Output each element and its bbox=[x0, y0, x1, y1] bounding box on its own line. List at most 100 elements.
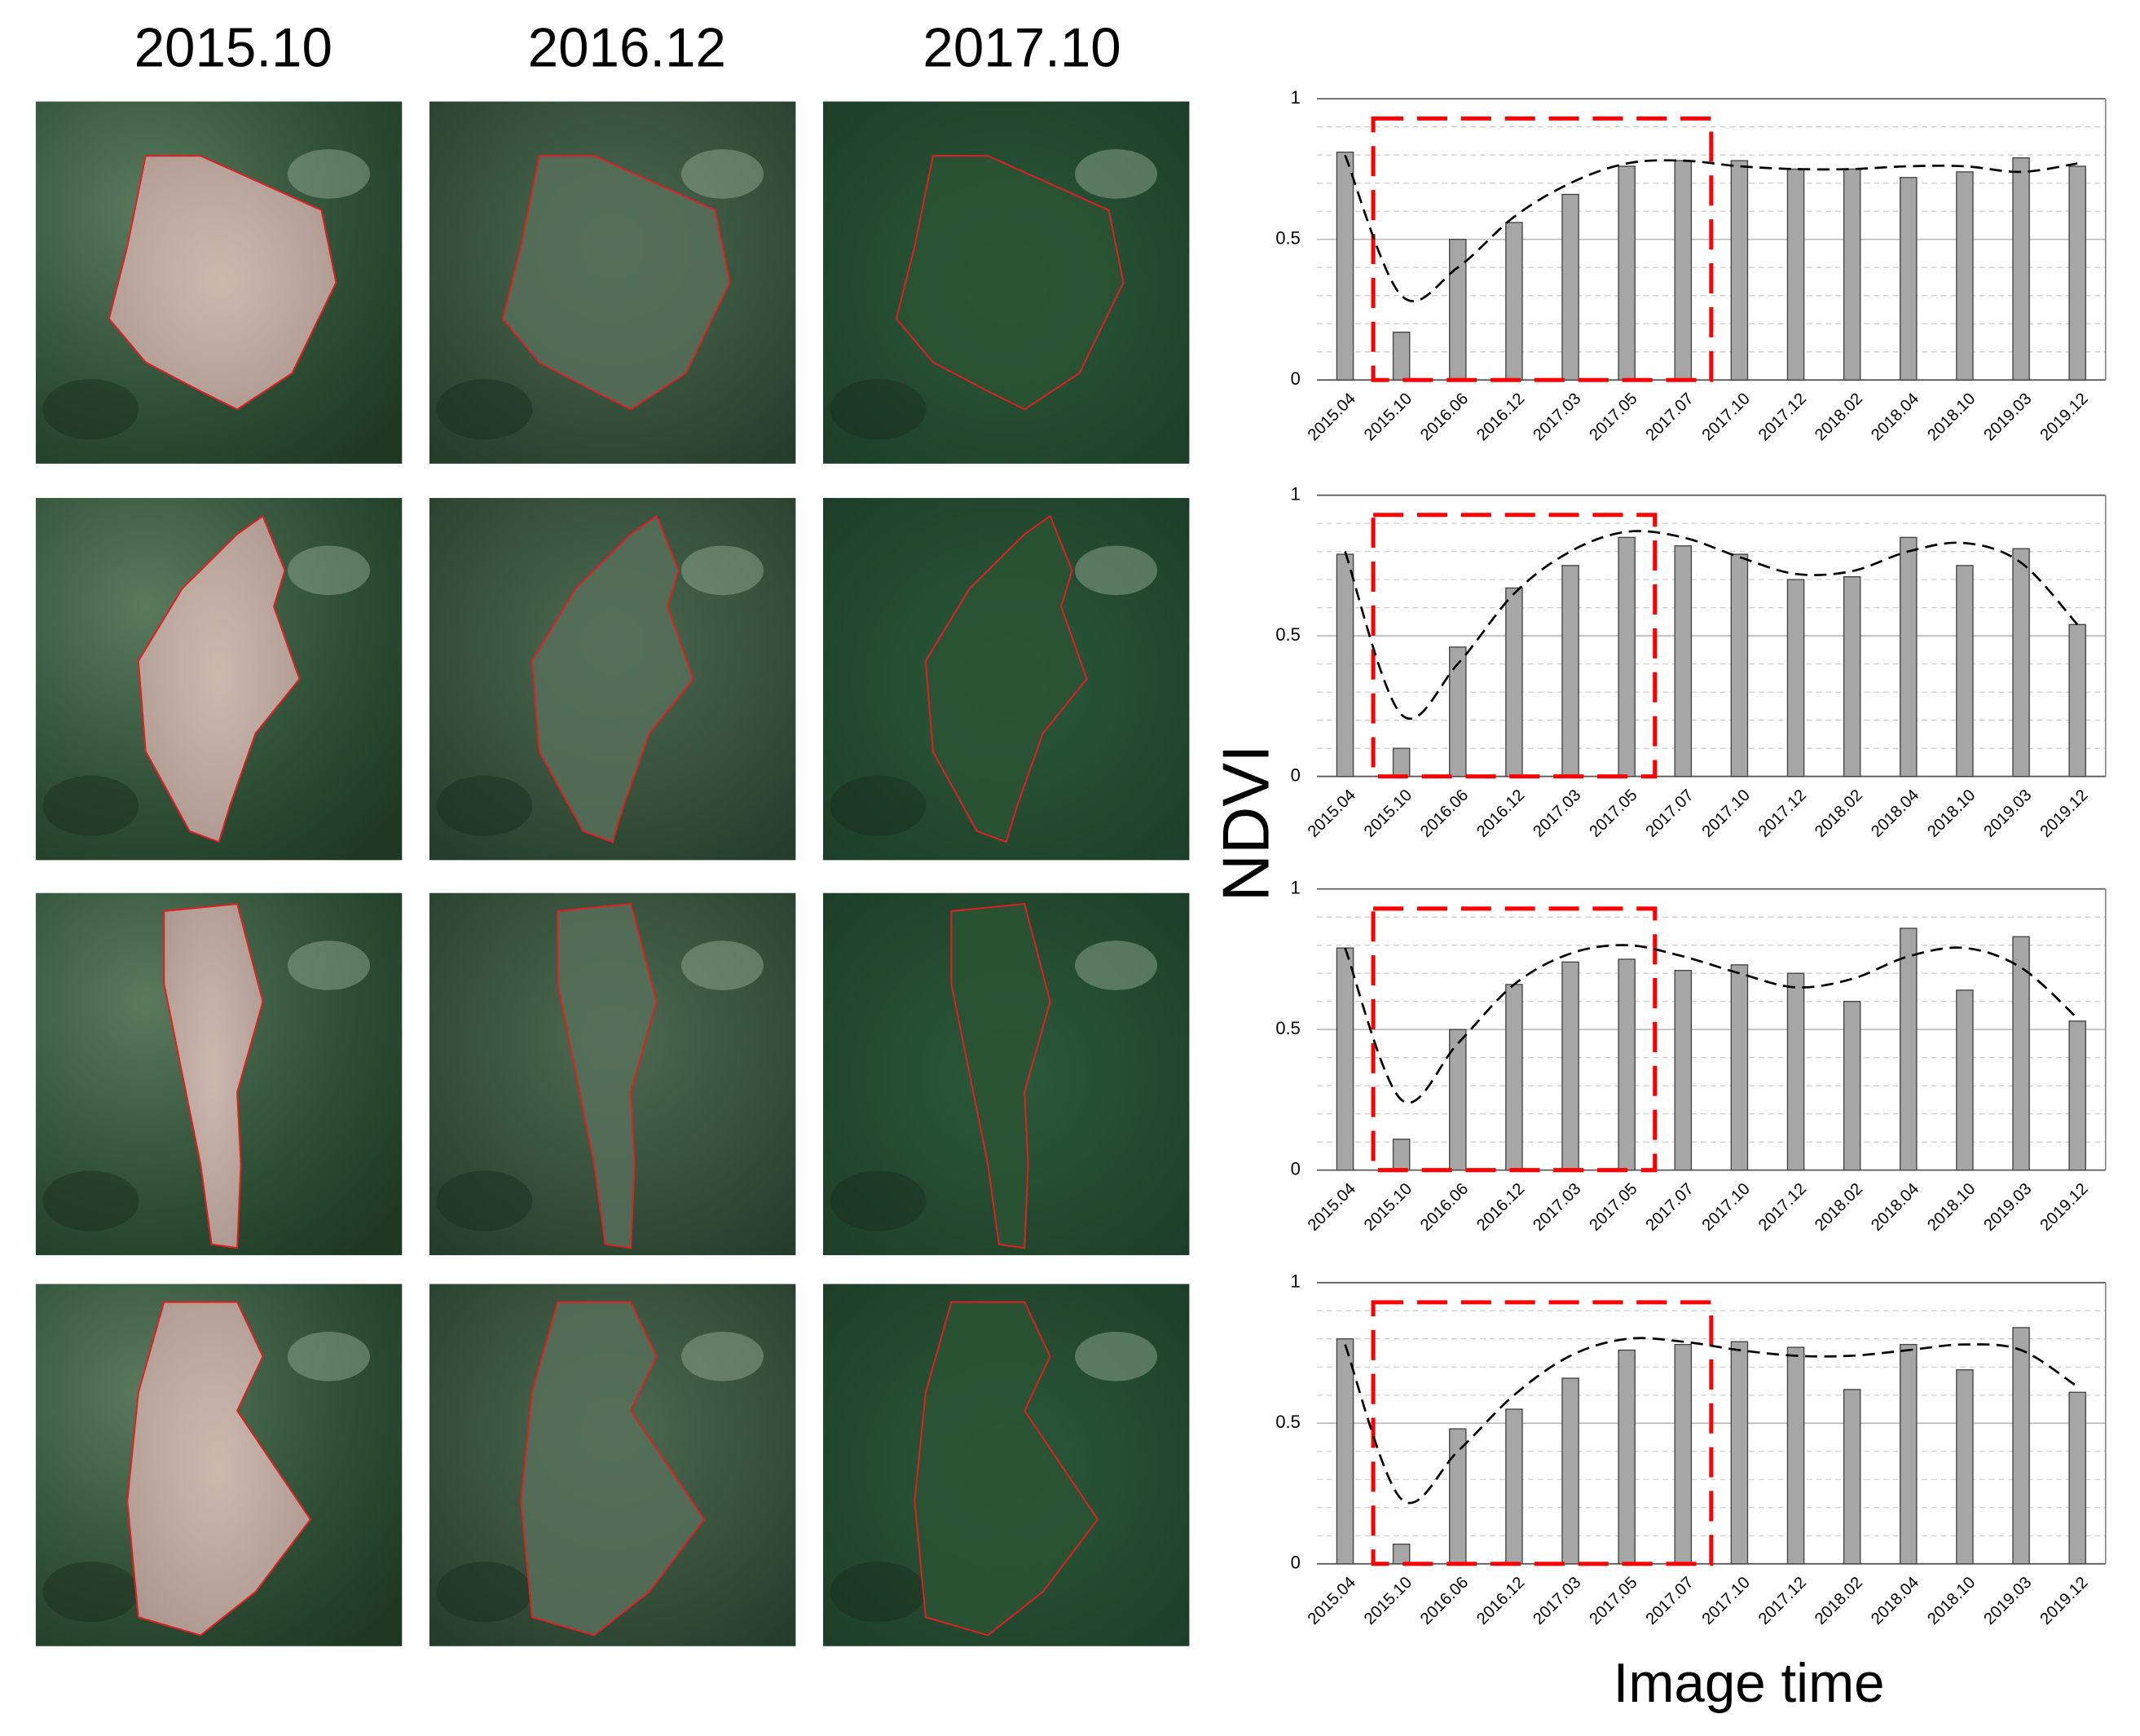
x-tick-label: 2017.12 bbox=[1755, 1574, 1810, 1628]
landslide-outline bbox=[895, 155, 1125, 411]
x-tick-label: 2017.10 bbox=[1699, 1180, 1754, 1235]
landslide-outline bbox=[520, 1301, 706, 1637]
terrain bbox=[42, 775, 139, 836]
terrain bbox=[436, 1170, 533, 1232]
landslide-area bbox=[557, 904, 657, 1249]
x-tick-label: 2019.03 bbox=[1980, 1180, 2035, 1235]
x-tick-label: 2017.10 bbox=[1699, 390, 1754, 444]
terrain bbox=[681, 1331, 764, 1381]
terrain bbox=[287, 941, 370, 990]
highlight-box bbox=[1371, 1300, 1714, 1566]
bar bbox=[1900, 536, 1918, 778]
landslide-outline bbox=[126, 1301, 312, 1637]
x-tick-label: 2015.10 bbox=[1361, 1180, 1416, 1235]
x-tick-label: 2017.12 bbox=[1755, 390, 1810, 444]
bar bbox=[1561, 565, 1579, 778]
terrain bbox=[42, 1562, 139, 1623]
bar bbox=[1674, 1343, 1693, 1565]
bar bbox=[1730, 553, 1749, 778]
landslide-area bbox=[914, 1302, 1099, 1636]
bar bbox=[1336, 947, 1354, 1171]
terrain bbox=[287, 1331, 370, 1381]
column-title: 2015.10 bbox=[134, 18, 332, 79]
column-title: 2016.12 bbox=[528, 18, 726, 79]
terrain bbox=[1075, 545, 1158, 596]
terrain bbox=[287, 545, 370, 596]
bar bbox=[1956, 171, 1974, 381]
bar bbox=[2068, 1391, 2086, 1565]
x-tick-label: 2019.12 bbox=[2037, 786, 2091, 841]
x-tick-label: 2016.06 bbox=[1417, 1180, 1472, 1235]
x-tick-label: 2019.12 bbox=[2037, 1180, 2091, 1235]
bar bbox=[2068, 623, 2086, 778]
bar bbox=[1336, 1338, 1354, 1565]
terrain bbox=[681, 545, 764, 596]
trend-line bbox=[1344, 154, 2078, 302]
x-tick-label: 2017.05 bbox=[1586, 786, 1640, 841]
terrain bbox=[42, 379, 139, 440]
y-tick-label: 0 bbox=[1291, 1158, 1301, 1179]
x-tick-label: 2018.04 bbox=[1868, 786, 1922, 841]
bar bbox=[1674, 160, 1693, 381]
landslide-outline bbox=[557, 902, 658, 1249]
bar bbox=[1900, 177, 1918, 381]
terrain bbox=[1075, 1331, 1158, 1381]
bar bbox=[1392, 331, 1411, 381]
bar bbox=[1392, 1139, 1411, 1171]
bar bbox=[1956, 989, 1974, 1171]
landslide-area bbox=[925, 516, 1087, 843]
x-tick-label: 2019.03 bbox=[1980, 1574, 2035, 1628]
terrain bbox=[42, 1170, 139, 1232]
terrain bbox=[1075, 941, 1158, 990]
bar bbox=[1730, 1341, 1749, 1565]
landslide-outline bbox=[108, 155, 337, 411]
terrain bbox=[830, 1562, 927, 1623]
landslide-area bbox=[108, 156, 337, 410]
bar bbox=[1786, 579, 1805, 778]
landslide-outline bbox=[501, 155, 731, 411]
bar bbox=[1900, 927, 1918, 1171]
bar bbox=[1674, 970, 1693, 1171]
bar bbox=[1786, 1346, 1805, 1565]
x-tick-label: 2018.02 bbox=[1812, 786, 1866, 841]
bar bbox=[1956, 1369, 1974, 1565]
x-tick-label: 2019.12 bbox=[2037, 1574, 2091, 1628]
y-tick-label: 1 bbox=[1291, 87, 1301, 108]
x-tick-label: 2017.07 bbox=[1643, 1574, 1697, 1628]
bar bbox=[1843, 1389, 1861, 1565]
bar bbox=[2068, 1020, 2086, 1171]
bar bbox=[1392, 747, 1411, 778]
x-tick-label: 2017.05 bbox=[1586, 1574, 1640, 1628]
x-tick-label: 2017.12 bbox=[1755, 1180, 1810, 1235]
landslide-outline bbox=[914, 1301, 1099, 1637]
bar bbox=[1843, 168, 1861, 381]
bar bbox=[1336, 152, 1354, 381]
landslide-area bbox=[531, 516, 694, 843]
bar bbox=[1336, 553, 1354, 778]
landslide-outline bbox=[163, 902, 264, 1249]
x-tick-label: 2016.06 bbox=[1417, 1574, 1472, 1628]
y-axis-label: NDVI bbox=[1210, 744, 1284, 901]
landslide-outline bbox=[137, 514, 301, 844]
landslide-outline bbox=[924, 514, 1088, 844]
x-tick-label: 2018.04 bbox=[1868, 390, 1922, 444]
x-tick-label: 2017.05 bbox=[1586, 390, 1640, 444]
x-tick-label: 2019.03 bbox=[1980, 786, 2035, 841]
bar bbox=[2068, 165, 2086, 381]
x-tick-label: 2018.02 bbox=[1812, 390, 1866, 444]
terrain bbox=[830, 775, 927, 836]
x-tick-label: 2017.07 bbox=[1643, 390, 1697, 444]
terrain bbox=[1075, 149, 1158, 199]
x-axis-label: Image time bbox=[1614, 1653, 1885, 1714]
column-title: 2017.10 bbox=[922, 18, 1121, 79]
bar bbox=[1618, 958, 1636, 1171]
landslide-area bbox=[951, 904, 1050, 1249]
landslide-area bbox=[502, 156, 730, 410]
bar bbox=[1786, 168, 1805, 381]
y-tick-label: 1 bbox=[1291, 877, 1301, 897]
bar bbox=[1561, 193, 1579, 381]
terrain bbox=[287, 149, 370, 199]
x-tick-label: 2016.12 bbox=[1473, 1180, 1528, 1235]
bar bbox=[2012, 936, 2030, 1171]
bar bbox=[1449, 646, 1467, 778]
